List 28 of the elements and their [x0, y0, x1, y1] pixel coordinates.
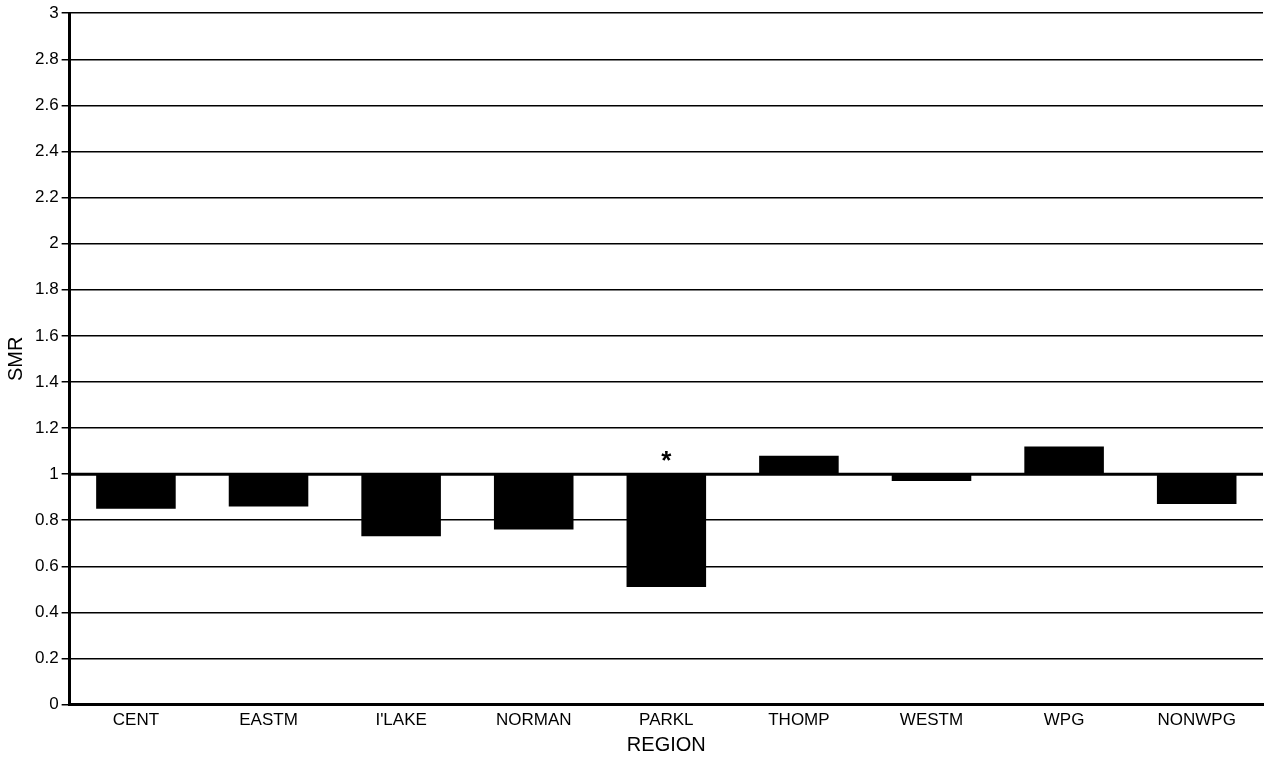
y-tick-label: 0.4: [34, 602, 59, 622]
y-tick-label: 2.6: [34, 95, 59, 115]
x-tick-label: NORMAN: [495, 710, 572, 730]
y-axis-title: SMR: [3, 336, 26, 382]
y-tick-label: 2.8: [34, 48, 59, 68]
y-tick-label: 3: [49, 2, 59, 22]
y-tick-label: 1.4: [34, 371, 59, 391]
y-tick-label: 0.8: [34, 509, 59, 529]
y-tick-label: 2.2: [34, 187, 59, 207]
x-tick-label: WESTM: [899, 710, 964, 730]
x-tick-label: I'LAKE: [375, 710, 427, 730]
x-tick-label: NONWPG: [1157, 710, 1236, 730]
x-tick-label: EASTM: [239, 710, 298, 730]
annotation: *: [661, 445, 673, 476]
y-tick-label: 1.6: [34, 325, 59, 345]
x-tick-label: THOMP: [768, 710, 830, 730]
x-tick-label: CENT: [112, 710, 160, 730]
y-tick-label: 0.2: [34, 648, 59, 668]
y-tick-label: 0.6: [34, 556, 59, 576]
y-tick-label: 0: [49, 694, 59, 714]
x-tick-label: PARKL: [639, 710, 694, 730]
y-tick-label: 1.8: [34, 279, 59, 299]
x-axis-title: REGION: [626, 732, 706, 755]
x-tick-label: WPG: [1043, 710, 1085, 730]
y-tick-label: 1.2: [34, 417, 59, 437]
y-tick-label: 1: [49, 463, 59, 483]
y-tick-label: 2: [49, 233, 59, 253]
y-tick-label: 2.4: [34, 141, 59, 161]
